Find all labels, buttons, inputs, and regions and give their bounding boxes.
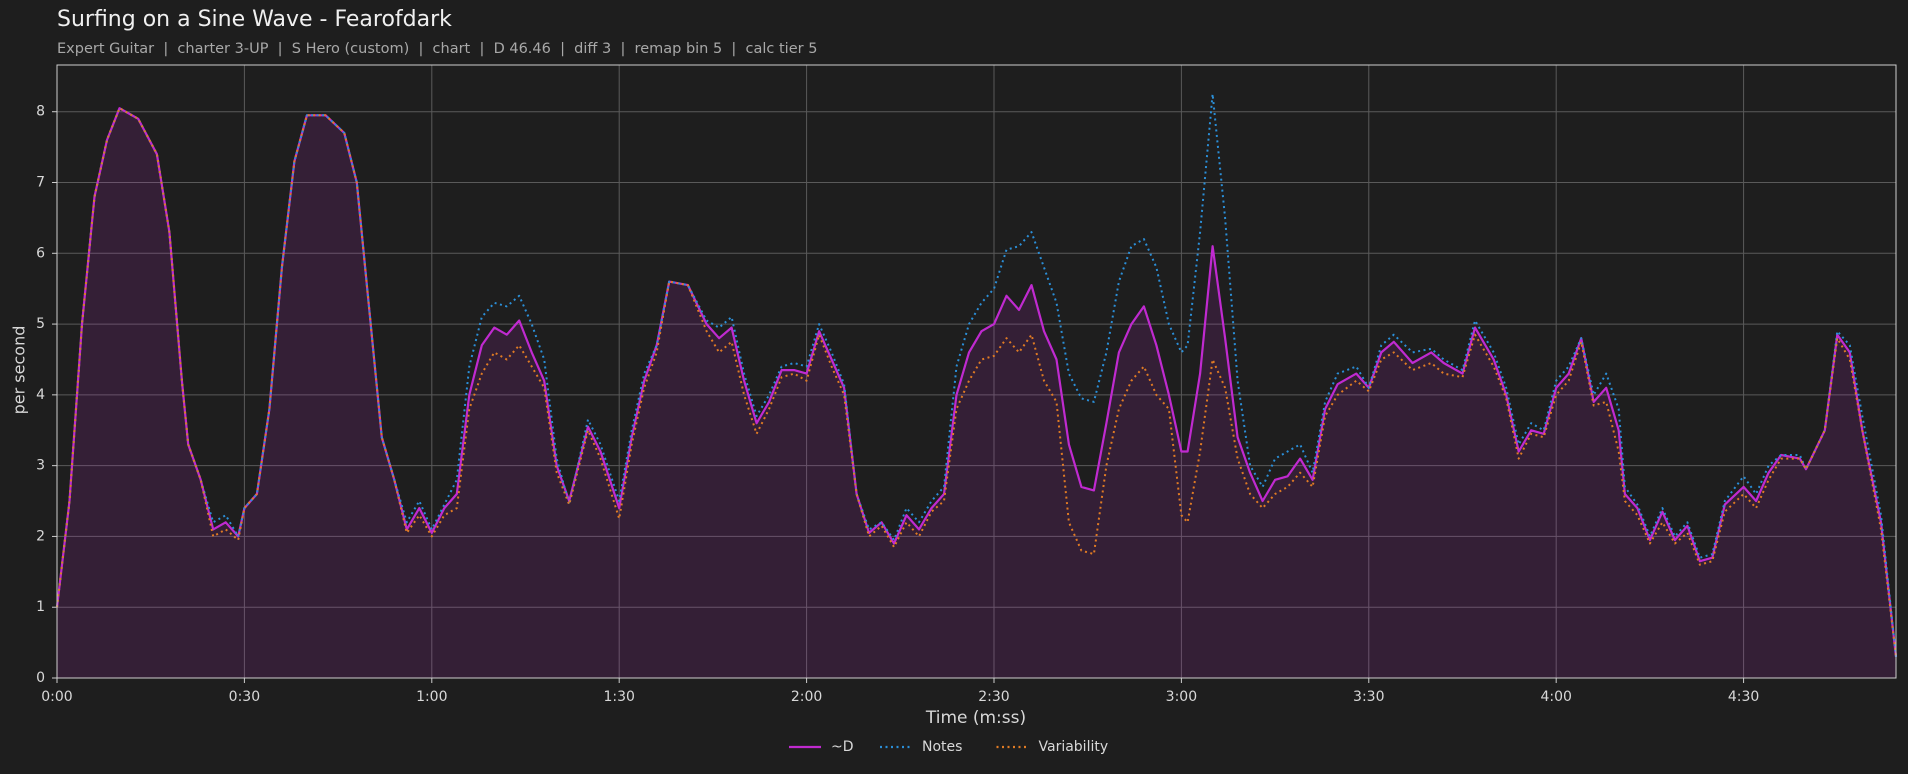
y-tick-label: 6 [36,245,45,261]
x-axis-label: Time (m:ss) [925,708,1026,728]
x-tick-label: 2:30 [978,689,1009,705]
x-tick-label: 1:30 [603,689,634,705]
x-tick-label: 0:00 [41,689,72,705]
legend: ~D Notes Variability [789,739,1108,755]
x-tick-label: 3:00 [1166,689,1197,705]
plot-area: 0 1 2 3 4 5 6 7 8 0:00 0:30 1:00 1:30 2:00 2:30 3:00 3:3… [36,64,1898,705]
x-tick-label: 4:00 [1540,689,1571,705]
chart-title: Surfing on a Sine Wave - Fearofdark [57,7,452,32]
y-tick-label: 8 [36,104,45,120]
y-tick-label: 5 [36,316,45,332]
y-tick-label: 7 [36,175,45,191]
legend-label: Variability [1039,739,1109,755]
x-tick-label: 2:00 [791,689,822,705]
chart-subtitle: Expert Guitar | charter 3-UP | S Hero (c… [57,41,817,57]
plot-frame [56,64,1897,679]
x-tick-label: 3:30 [1353,689,1384,705]
y-axis-label: per second [10,326,29,415]
legend-label: ~D [831,739,854,755]
x-tick-label: 1:00 [416,689,447,705]
x-tick-label: 4:30 [1728,689,1759,705]
series-area [57,108,1896,678]
series-line [56,93,1897,657]
y-tick-label: 2 [36,528,45,544]
x-tick-label: 0:30 [229,689,260,705]
y-tick-label: 0 [36,670,45,686]
y-tick-label: 4 [36,387,45,403]
legend-label: Notes [922,739,962,755]
y-tick-label: 1 [36,599,45,615]
y-tick-label: 3 [36,458,45,474]
